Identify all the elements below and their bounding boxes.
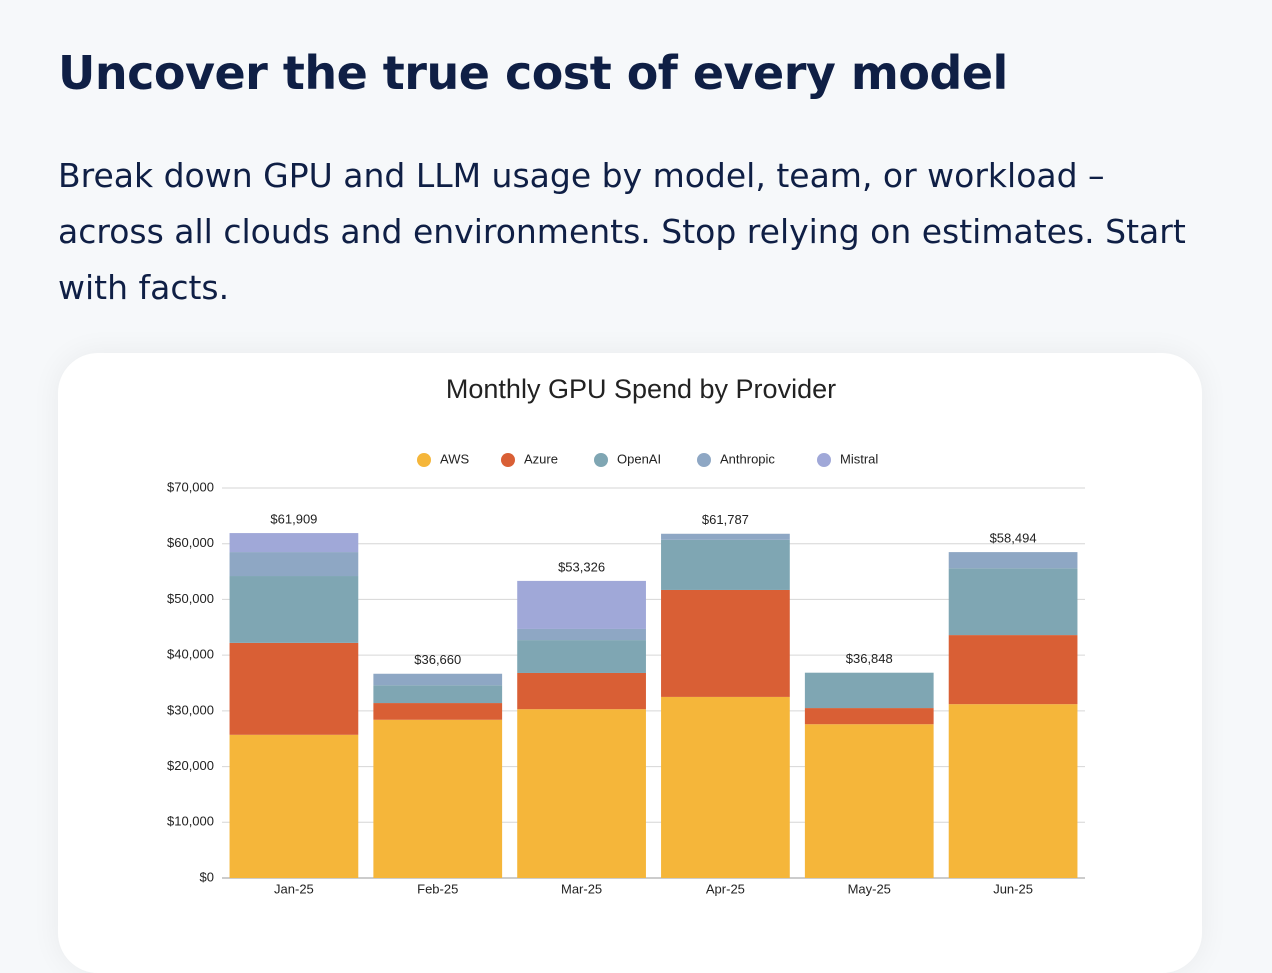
bar-segment [517,640,646,673]
total-label: $36,848 [846,651,893,666]
legend-label: Anthropic [720,451,775,466]
legend-marker [501,453,515,467]
y-tick-label: $40,000 [167,647,214,662]
page-description: Break down GPU and LLM usage by model, t… [58,156,1186,307]
bar-segment [661,696,790,878]
bar-segment [948,552,1078,569]
y-tick-label: $0 [200,869,214,884]
page: Uncover the true cost of every model Bre… [58,46,1186,897]
y-tick-label: $10,000 [167,814,214,829]
legend-label: Mistral [840,451,878,466]
legend-marker [817,453,831,467]
total-label: $61,787 [702,512,749,527]
y-tick-label: $60,000 [167,535,214,550]
bar-segment [517,580,646,629]
bar-segment [948,704,1078,878]
bar-segment [661,539,790,590]
x-tick-label: May-25 [848,881,891,896]
x-tick-label: Jun-25 [993,881,1033,896]
x-tick-label: Mar-25 [561,881,602,896]
y-tick-label: $50,000 [167,591,214,606]
total-label: $61,909 [270,512,317,527]
chart: Monthly GPU Spend by Provider $0 $10,000 $… [167,374,1085,896]
bar-segment [661,589,790,697]
x-tick-label: Jan-25 [274,881,314,896]
chart-title: Monthly GPU Spend by Provider [446,374,836,404]
legend-marker [417,453,431,467]
bar-segment [229,576,359,643]
x-tick-label: Feb-25 [417,881,458,896]
page-title: Uncover the true cost of every model [58,46,1008,100]
x-tick-label: Apr-25 [706,881,745,896]
bar-segment [804,724,934,878]
legend-label: OpenAI [617,451,661,466]
bar-segment [229,552,359,577]
bar-segment [517,709,646,878]
bar-segment [517,628,646,641]
legend-label: Azure [524,451,558,466]
bar-segment [373,685,503,704]
bar-segment [948,635,1078,705]
total-label: $58,494 [990,531,1037,546]
bar-segment [804,708,934,725]
y-tick-label: $70,000 [167,479,214,494]
y-tick-label: $20,000 [167,758,214,773]
bar-segment [229,734,359,878]
bar-segment [948,568,1078,636]
total-label: $36,660 [414,652,461,667]
legend-marker [697,453,711,467]
legend-label: AWS [440,451,469,466]
bar-segment [229,642,359,735]
bar-segment [229,533,359,553]
bar-segment [373,719,503,878]
chart-card: Monthly GPU Spend by Provider $0 $10,000 $… [58,353,1202,973]
bar-segment [661,533,790,540]
bar-segment [804,672,934,709]
bar-segment [373,703,503,720]
legend-marker [594,453,608,467]
y-tick-label: $30,000 [167,702,214,717]
bar-segment [517,672,646,710]
total-label: $53,326 [558,559,605,574]
bar-segment [373,673,503,686]
